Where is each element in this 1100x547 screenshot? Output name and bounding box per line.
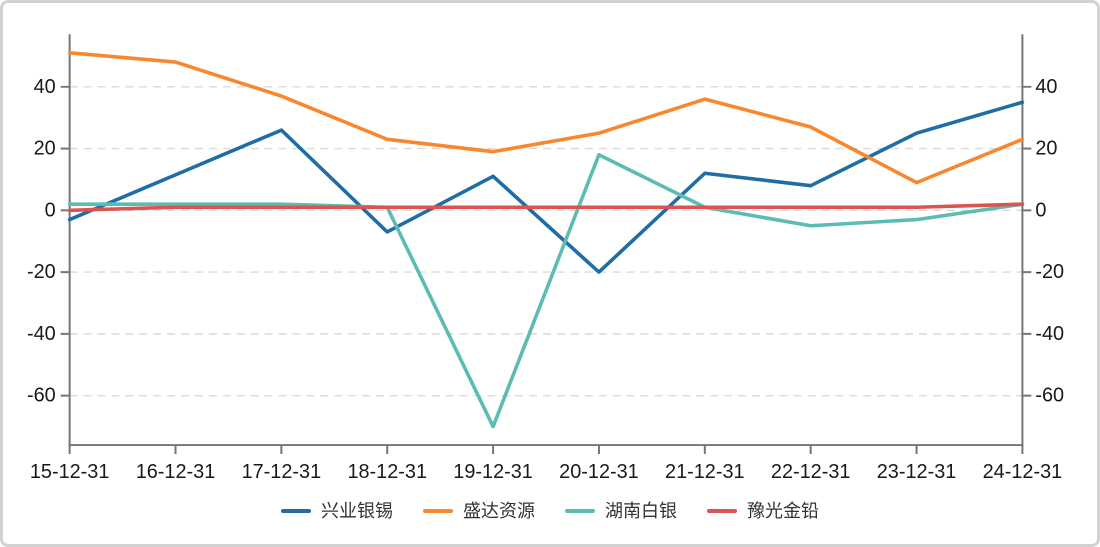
legend-label: 盛达资源 (463, 501, 535, 521)
legend-item-yuguang-jinqian: 豫光金铅 (707, 502, 819, 520)
legend-label: 豫光金铅 (747, 501, 819, 521)
y-axis-label-right: 40 (1035, 76, 1057, 98)
y-axis-label-right: -40 (1035, 323, 1064, 345)
x-axis-label: 17-12-31 (242, 461, 322, 483)
x-axis-label: 15-12-31 (30, 461, 110, 483)
legend-swatch-line-icon (707, 509, 737, 513)
legend-swatch-line-icon (565, 509, 595, 513)
legend-item-shengda-ziyuan: 盛达资源 (423, 502, 535, 520)
legend-swatch-line-icon (281, 509, 311, 513)
x-axis-label: 22-12-31 (771, 461, 851, 483)
series-line-1 (67, 51, 1025, 185)
y-axis-label-left: 20 (34, 138, 56, 160)
y-axis-label-left: -40 (27, 323, 56, 345)
y-axis-label-right: 0 (1035, 199, 1046, 221)
legend-item-hunan-baiyin: 湖南白银 (565, 502, 677, 520)
series-line-3 (67, 202, 1025, 213)
line-chart: 40 40 20 20 0 0 -20 -20 -40 -40 -60 -60 15-12-31 16-1… (27, 34, 1064, 483)
legend-label: 兴业银锡 (321, 501, 393, 521)
series-line-2 (67, 152, 1025, 429)
legend-swatch-line-icon (423, 509, 453, 513)
x-axis-label: 18-12-31 (347, 461, 427, 483)
y-axis-label-left: -20 (27, 261, 56, 283)
y-axis-label-left: 40 (34, 76, 56, 98)
x-axis-label: 19-12-31 (453, 461, 533, 483)
x-axis-label: 24-12-31 (983, 461, 1063, 483)
y-axis-label-left: -60 (27, 385, 56, 407)
y-axis-label-left: 0 (45, 199, 56, 221)
y-axis-label-right: 20 (1035, 138, 1057, 160)
x-axis-label: 16-12-31 (136, 461, 216, 483)
x-axis-label: 20-12-31 (559, 461, 639, 483)
legend-label: 湖南白银 (605, 501, 677, 521)
legend-item-xingye-yinxi: 兴业银锡 (281, 502, 393, 520)
legend: 兴业银锡 盛达资源 湖南白银 豫光金铅 (3, 502, 1097, 520)
y-axis-label-right: -20 (1035, 261, 1064, 283)
y-axis-label-right: -60 (1035, 385, 1064, 407)
x-axis-label: 21-12-31 (665, 461, 745, 483)
series-line-0 (67, 100, 1025, 274)
x-axis-label: 23-12-31 (877, 461, 957, 483)
